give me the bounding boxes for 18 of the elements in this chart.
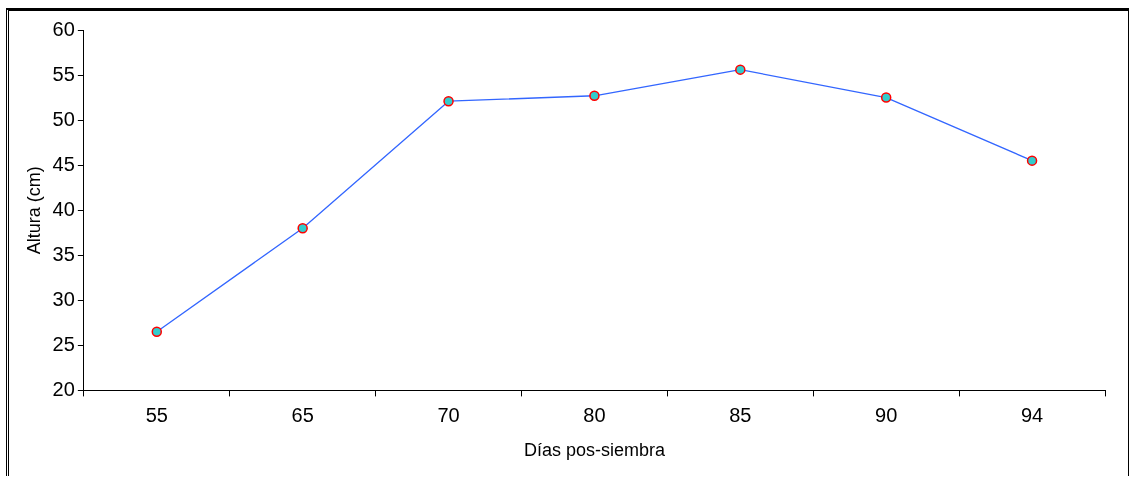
y-tick-label: 25 xyxy=(52,332,75,355)
y-tick-label: 40 xyxy=(52,197,75,220)
y-tick-label: 50 xyxy=(52,107,75,130)
y-tick-label: 45 xyxy=(52,152,75,175)
x-tick-label: 85 xyxy=(729,403,752,426)
y-tick-label: 30 xyxy=(52,287,75,310)
x-axis-title: Días pos-siembra xyxy=(523,440,666,461)
x-tick-label: 94 xyxy=(1020,403,1044,426)
x-tick-label: 80 xyxy=(583,403,606,426)
x-tick-label: 55 xyxy=(145,403,168,426)
y-axis-title: Altura (cm) xyxy=(23,166,44,255)
x-tick-label: 65 xyxy=(291,403,314,426)
x-tick-label: 90 xyxy=(875,403,898,426)
y-tick-label: 35 xyxy=(52,242,75,265)
y-tick-label: 60 xyxy=(52,17,75,40)
x-tick-label: 70 xyxy=(437,403,460,426)
y-tick-label: 55 xyxy=(52,62,75,85)
y-tick-label: 20 xyxy=(52,377,75,400)
